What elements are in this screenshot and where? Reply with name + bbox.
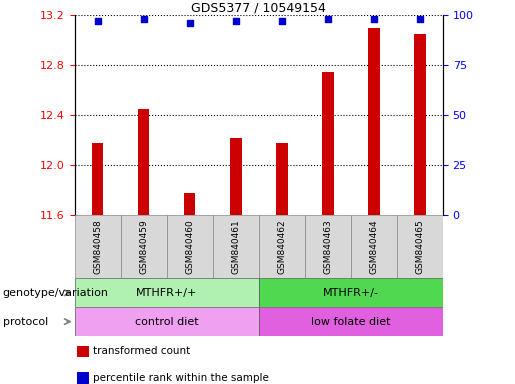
Point: [370, 16, 378, 22]
Text: MTHFR+/-: MTHFR+/-: [323, 288, 379, 298]
Bar: [92, 142, 104, 215]
Point: [94, 18, 102, 25]
Text: MTHFR+/+: MTHFR+/+: [136, 288, 197, 298]
Text: GSM840461: GSM840461: [231, 219, 241, 274]
Point: [232, 18, 240, 25]
Bar: [75, 307, 259, 336]
Bar: [75, 215, 121, 278]
Point: [416, 16, 424, 22]
Text: GSM840464: GSM840464: [369, 219, 379, 274]
Text: GSM840462: GSM840462: [277, 219, 286, 274]
Text: GSM840465: GSM840465: [416, 219, 424, 274]
Point: [140, 16, 148, 22]
Bar: [368, 28, 380, 215]
Bar: [397, 215, 443, 278]
Text: transformed count: transformed count: [93, 346, 190, 356]
Text: percentile rank within the sample: percentile rank within the sample: [93, 373, 269, 383]
Text: protocol: protocol: [3, 316, 48, 327]
Title: GDS5377 / 10549154: GDS5377 / 10549154: [192, 1, 326, 14]
Point: [278, 18, 286, 25]
Text: GSM840458: GSM840458: [93, 219, 102, 274]
Bar: [259, 215, 305, 278]
Text: GSM840460: GSM840460: [185, 219, 194, 274]
Bar: [322, 71, 334, 215]
Bar: [230, 137, 242, 215]
Bar: [213, 215, 259, 278]
Bar: [184, 193, 196, 215]
Bar: [305, 215, 351, 278]
Text: GSM840463: GSM840463: [323, 219, 332, 274]
Text: GSM840459: GSM840459: [139, 219, 148, 274]
Bar: [414, 34, 425, 215]
Bar: [167, 215, 213, 278]
Point: [324, 16, 332, 22]
Bar: [138, 109, 149, 215]
Bar: [121, 215, 167, 278]
Text: genotype/variation: genotype/variation: [3, 288, 109, 298]
Bar: [75, 278, 259, 307]
Text: control diet: control diet: [135, 316, 199, 327]
Point: [185, 20, 194, 26]
Text: low folate diet: low folate diet: [311, 316, 390, 327]
Bar: [276, 142, 287, 215]
Bar: [259, 278, 443, 307]
Bar: [351, 215, 397, 278]
Bar: [259, 307, 443, 336]
